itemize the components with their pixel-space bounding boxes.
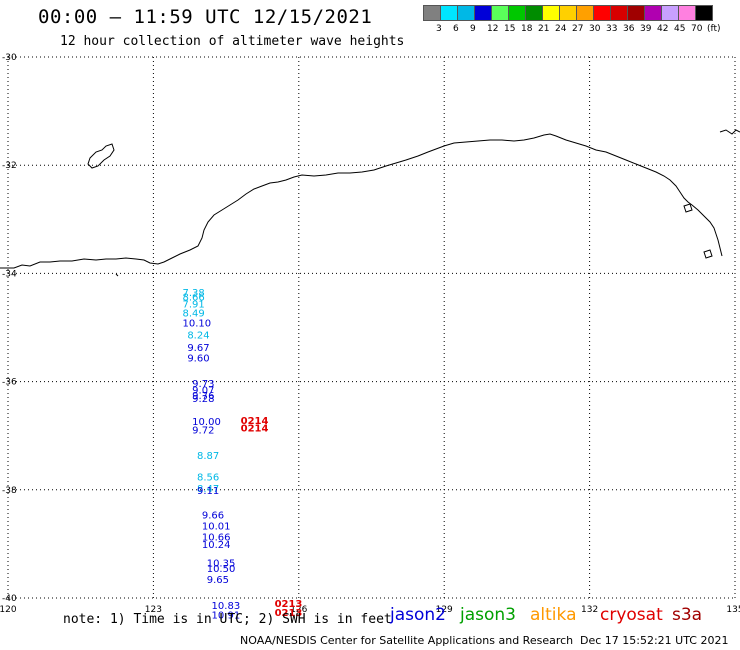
lat-lon-grid: 120 123 126 129 132 135 -30 -32 -34 -36 -38 -40 bbox=[0, 53, 740, 615]
wave-height-value: 10.66 bbox=[202, 533, 231, 544]
coastline-australia bbox=[0, 133, 723, 269]
latitude-tick-label: -30 bbox=[2, 53, 17, 63]
latitude-tick-label: -32 bbox=[2, 161, 17, 171]
wave-height-value: 8.47 bbox=[197, 484, 219, 495]
wave-height-value: 9.60 bbox=[187, 354, 209, 365]
pass-time-label: 0214 bbox=[241, 416, 269, 427]
wave-height-value: 9.65 bbox=[207, 575, 229, 586]
wave-height-value: 9.66 bbox=[202, 510, 224, 521]
latitude-tick-label: -38 bbox=[2, 486, 17, 496]
satellite-legend-jason2: jason2 bbox=[390, 605, 446, 625]
pass-time-label: 0213 bbox=[275, 599, 303, 610]
scale-label: 12 bbox=[487, 24, 499, 34]
wave-height-value: 10.35 bbox=[207, 559, 236, 570]
wave-height-value: 10.91 bbox=[212, 611, 241, 622]
credit-line: NOAA/NESDIS Center for Satellite Applica… bbox=[240, 634, 574, 647]
scale-label: 6 bbox=[453, 24, 459, 34]
wave-height-value: 10.83 bbox=[212, 601, 241, 612]
wave-height-value: 10.24 bbox=[202, 540, 231, 551]
wave-height-value: 10.50 bbox=[207, 564, 236, 575]
longitude-tick-label: 132 bbox=[581, 605, 598, 615]
scale-label: 3 bbox=[436, 24, 442, 34]
coast-islet bbox=[115, 203, 713, 277]
scale-label: 15 bbox=[504, 24, 516, 34]
wave-height-value: 7.91 bbox=[182, 299, 204, 310]
scale-label: 30 bbox=[589, 24, 601, 34]
wave-height-value: 9.76 bbox=[192, 391, 214, 402]
scale-label: 70 bbox=[691, 24, 703, 34]
scale-label: 39 bbox=[640, 24, 652, 34]
scale-label: 27 bbox=[572, 24, 584, 34]
satellite-legend-cryosat: cryosat bbox=[600, 605, 663, 625]
latitude-tick-label: -36 bbox=[2, 378, 17, 388]
scale-label: 36 bbox=[623, 24, 635, 34]
scale-label: 18 bbox=[521, 24, 533, 34]
generated-timestamp: Dec 17 15:52:21 UTC 2021 bbox=[580, 634, 729, 647]
longitude-tick-label: 126 bbox=[290, 605, 307, 615]
pass-time-label: 0213 bbox=[275, 608, 303, 619]
wave-height-value: 7.38 bbox=[182, 288, 204, 299]
wave-height-value: 9.07 bbox=[192, 386, 214, 397]
latitude-tick-label: -34 bbox=[2, 269, 17, 279]
scale-label: 24 bbox=[555, 24, 567, 34]
chart-subtitle: 12 hour collection of altimeter wave hei… bbox=[60, 34, 405, 49]
wave-height-value: 8.49 bbox=[182, 309, 204, 320]
satellite-legend-jason3: jason3 bbox=[460, 605, 516, 625]
wave-height-value: 8.87 bbox=[197, 451, 219, 462]
wave-height-value: 9.28 bbox=[192, 394, 214, 405]
scale-label: 21 bbox=[538, 24, 550, 34]
longitude-tick-label: 123 bbox=[145, 605, 162, 615]
latitude-tick-label: -40 bbox=[2, 594, 17, 604]
longitude-tick-label: 120 bbox=[0, 605, 17, 615]
wave-height-value: 8.56 bbox=[197, 473, 219, 484]
wave-height-value: 9.67 bbox=[187, 343, 209, 354]
scale-label: 33 bbox=[606, 24, 618, 34]
kangaroo-island bbox=[87, 143, 115, 169]
scale-unit: (ft) bbox=[707, 24, 721, 34]
scale-label: 45 bbox=[674, 24, 686, 34]
scale-label: 9 bbox=[470, 24, 476, 34]
satellite-legend-s3a: s3a bbox=[672, 605, 703, 625]
wave-height-value: 10.01 bbox=[202, 521, 231, 532]
wave-height-value: 8.66 bbox=[182, 292, 204, 303]
chart-title: 00:00 – 11:59 UTC 12/15/2021 bbox=[38, 6, 373, 28]
wave-height-value: 9.72 bbox=[192, 426, 214, 437]
scale-label: 42 bbox=[657, 24, 669, 34]
wave-height-value: 9.11 bbox=[197, 486, 219, 497]
wave-height-value: 10.10 bbox=[182, 318, 211, 329]
tasmania-fragment bbox=[719, 129, 740, 135]
longitude-tick-label: 129 bbox=[436, 605, 453, 615]
longitude-tick-label: 135 bbox=[726, 605, 740, 615]
scale-swatch bbox=[695, 5, 713, 21]
wave-height-value: 9.73 bbox=[192, 379, 214, 390]
wave-height-value: 8.24 bbox=[187, 330, 209, 341]
footer-note: note: 1) Time is in UTC; 2) SWH is in fe… bbox=[63, 612, 392, 627]
satellite-legend-altika: altika bbox=[530, 605, 577, 625]
pass-time-label: 0214 bbox=[241, 423, 269, 434]
wave-height-value: 10.00 bbox=[192, 417, 221, 428]
